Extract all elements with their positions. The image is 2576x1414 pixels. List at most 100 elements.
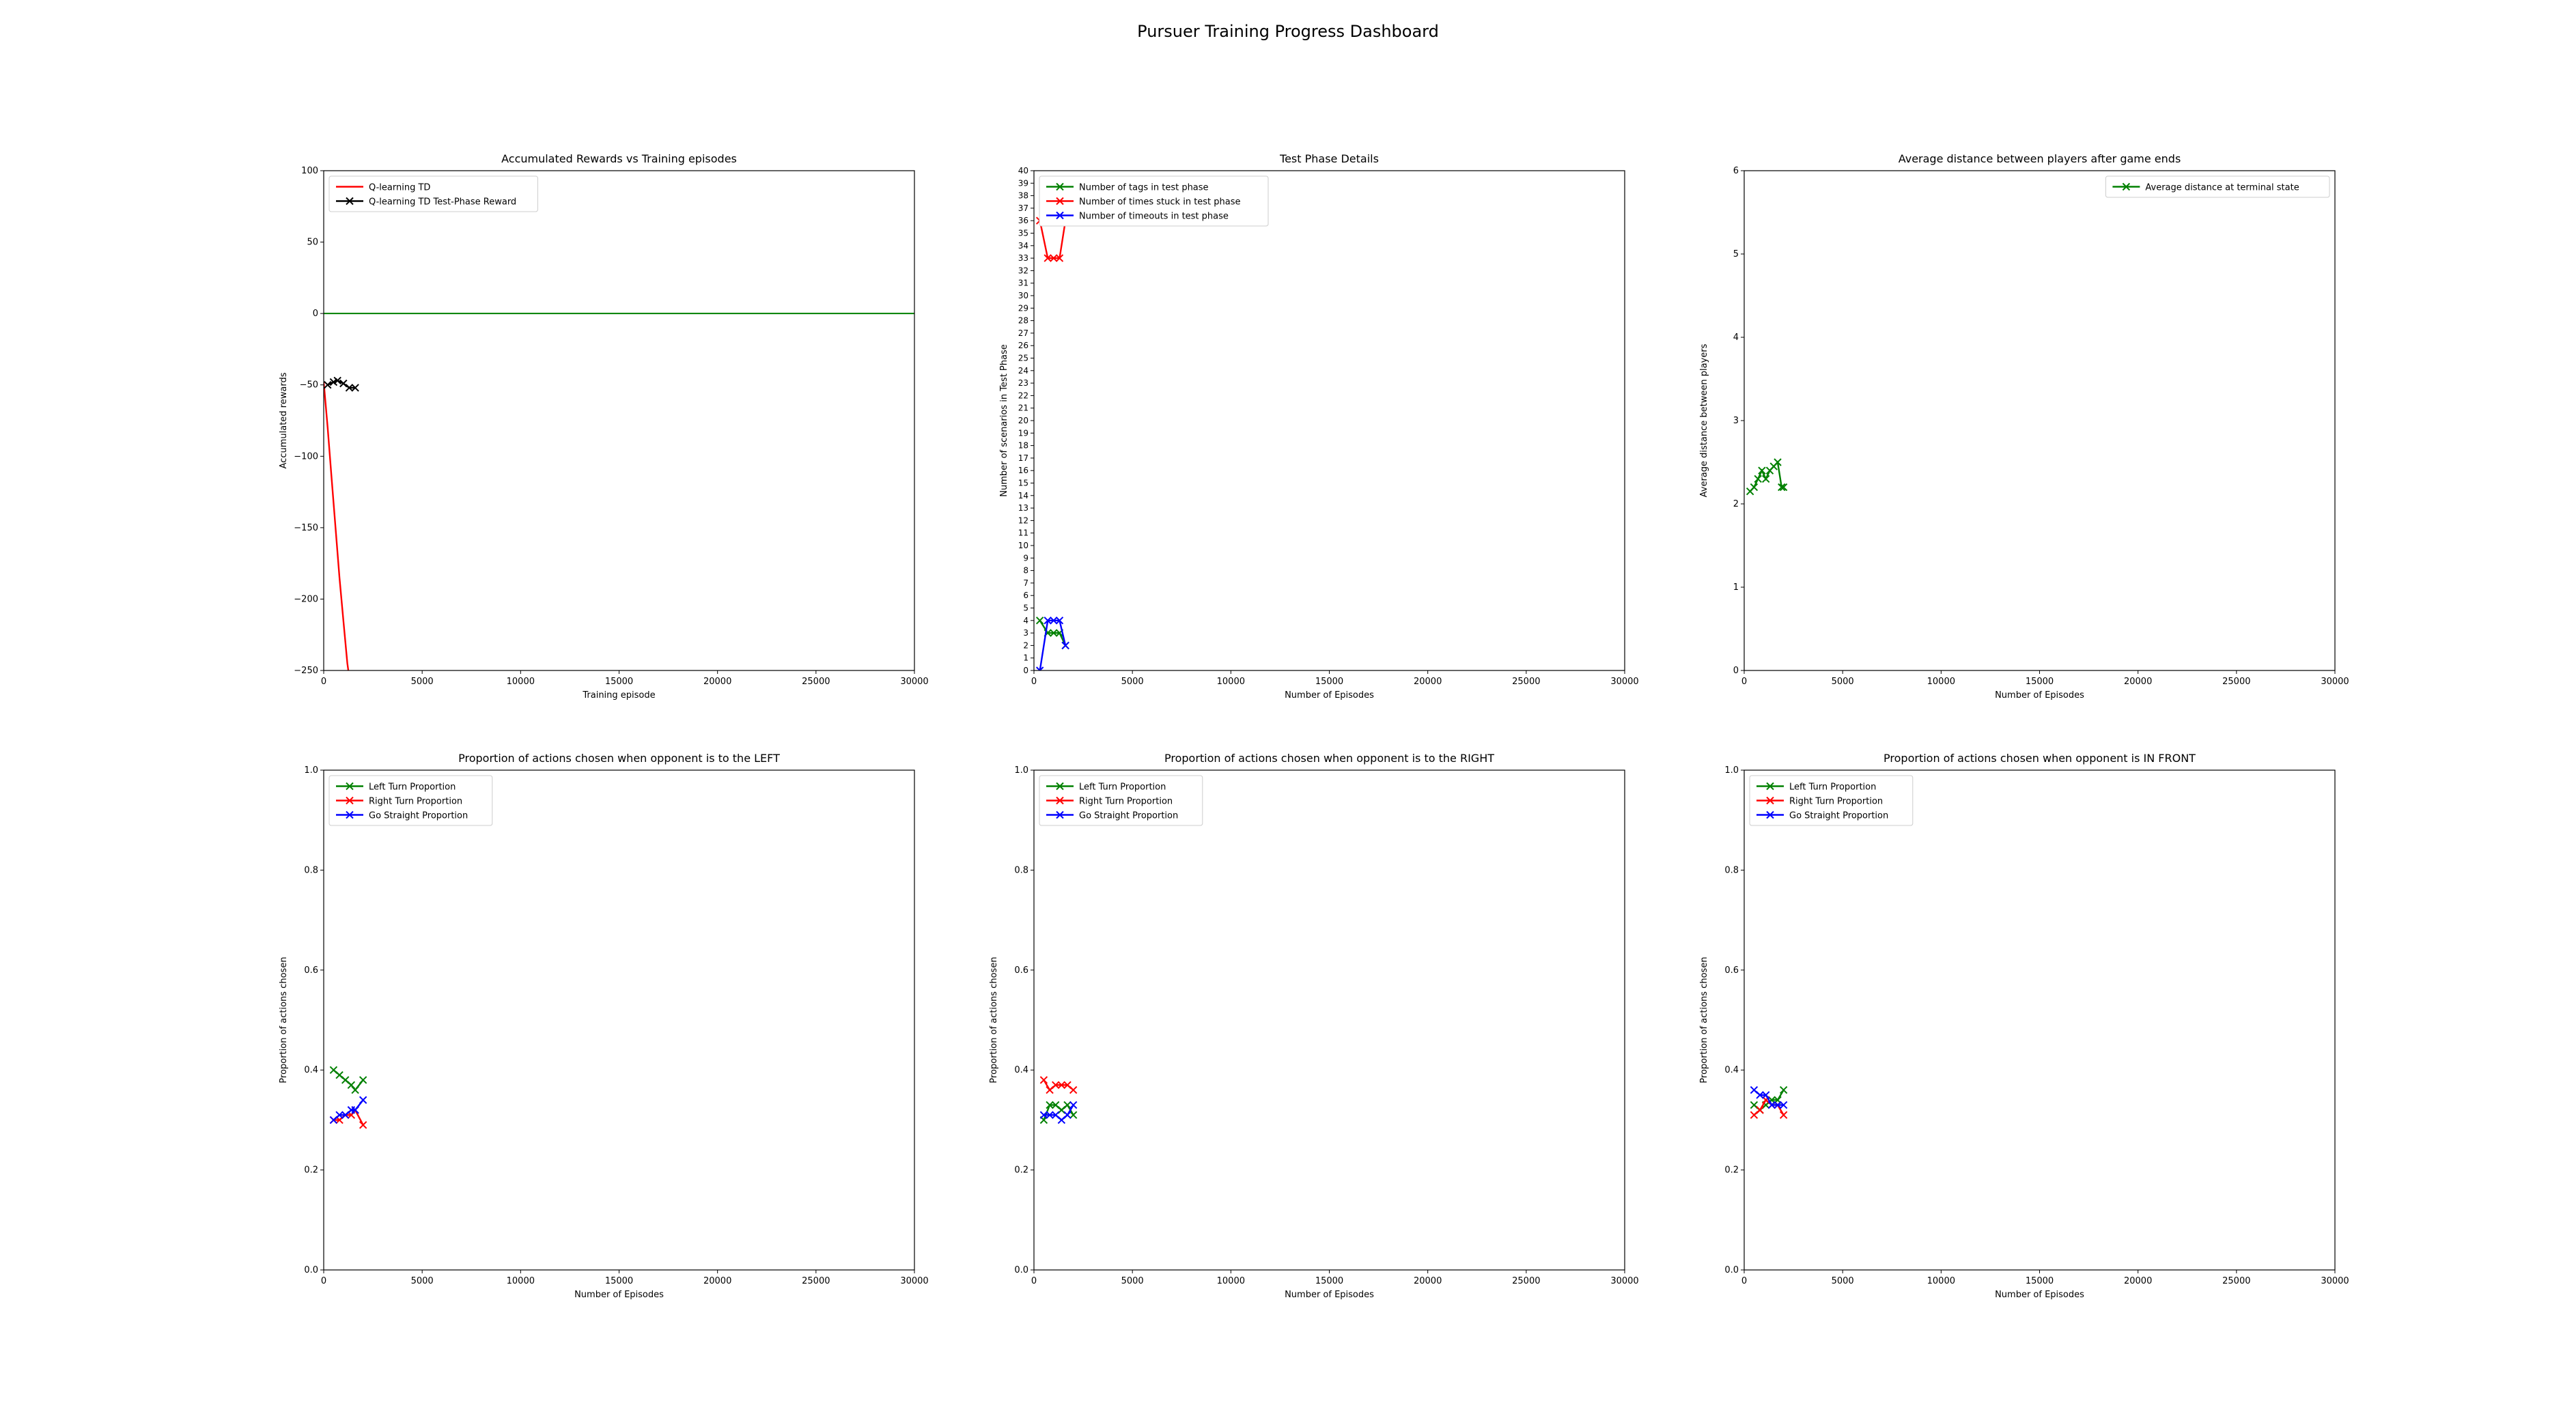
data-point: [359, 1096, 367, 1104]
legend-marker: [1056, 197, 1064, 206]
x-tick-label: 20000: [703, 1276, 731, 1286]
y-tick-label: 5: [1023, 604, 1028, 613]
plot-area: Accumulated Rewards vs Training episodes…: [279, 152, 929, 701]
x-tick-label: 30000: [900, 1276, 928, 1286]
y-tick-label: 6: [1023, 591, 1028, 600]
data-layer: [1039, 1076, 1078, 1125]
data-point: [1762, 475, 1770, 483]
y-tick-label: 0.2: [1014, 1165, 1028, 1176]
x-tick-label: 10000: [1927, 1276, 1955, 1286]
y-tick-label: 22: [1018, 391, 1028, 400]
x-axis-label: Number of Episodes: [1285, 690, 1374, 701]
y-tick-label: 33: [1018, 253, 1028, 263]
x-tick-label: 20000: [703, 677, 731, 687]
y-tick-label: 1.0: [304, 765, 318, 776]
y-tick-label: 1.0: [1014, 765, 1028, 776]
data-point: [324, 381, 332, 389]
data-point: [1046, 1111, 1054, 1119]
legend-marker: [1056, 796, 1064, 805]
y-tick-label: 0: [1733, 666, 1739, 676]
plot-area: Proportion of actions chosen when oppone…: [279, 752, 929, 1300]
legend-marker: [346, 197, 354, 206]
axes-frame: [1744, 769, 2336, 1271]
data-point: [335, 1111, 344, 1119]
legend-label: Q-learning TD: [369, 183, 430, 193]
data-layer: [329, 1066, 367, 1129]
y-tick-label: −50: [300, 380, 318, 391]
data-point: [1063, 1111, 1072, 1119]
chart-title: Accumulated Rewards vs Training episodes: [501, 152, 737, 165]
y-tick-label: 13: [1018, 503, 1028, 513]
x-tick-label: 5000: [1121, 1276, 1144, 1286]
legend: Left Turn Proportion Right Turn Proportio…: [1039, 775, 1203, 826]
y-tick-label: 7: [1023, 578, 1028, 588]
axes-frame: [323, 170, 915, 671]
data-point: [1767, 1101, 1776, 1109]
y-tick-label: 50: [307, 238, 318, 248]
y-tick-label: 0.0: [304, 1265, 318, 1275]
data-point: [1039, 1111, 1048, 1119]
data-layer: [1035, 216, 1069, 670]
legend-marker: [1766, 782, 1774, 791]
y-tick-label: 0.2: [1724, 1165, 1739, 1176]
x-tick-label: 15000: [2026, 677, 2054, 687]
data-point: [1050, 254, 1058, 262]
legend-label: Right Turn Proportion: [1079, 797, 1173, 807]
x-tick-label: 0: [1741, 677, 1747, 687]
x-tick-label: 5000: [1832, 1276, 1854, 1286]
y-tick-label: 10: [1018, 541, 1028, 550]
chart-title: Test Phase Details: [1279, 152, 1379, 165]
y-tick-label: 18: [1018, 441, 1028, 451]
legend: Left Turn Proportion Right Turn Proportio…: [328, 775, 493, 826]
axes-frame: [1744, 170, 2336, 671]
y-tick-label: 30: [1018, 291, 1028, 300]
y-tick-label: 0.4: [1724, 1065, 1739, 1075]
data-point: [1055, 617, 1064, 625]
chart-title: Average distance between players after g…: [1899, 152, 2181, 165]
x-tick-label: 20000: [2124, 677, 2152, 687]
rewards-chart: Accumulated Rewards vs Training episodes…: [279, 152, 929, 701]
x-tick-label: 20000: [2124, 1276, 2152, 1286]
y-tick-label: 24: [1018, 366, 1028, 376]
x-tick-label: 20000: [1414, 1276, 1442, 1286]
x-tick-label: 0: [1031, 677, 1037, 687]
legend: Left Turn Proportion Right Turn Proportio…: [1749, 775, 1914, 826]
data-point: [1779, 483, 1788, 492]
y-tick-label: −250: [294, 666, 318, 676]
y-tick-label: 0.8: [1724, 865, 1739, 875]
y-tick-label: 16: [1018, 466, 1028, 475]
y-tick-label: 32: [1018, 266, 1028, 275]
x-tick-label: 30000: [900, 677, 928, 687]
plot-area: Average distance between players after g…: [1699, 152, 2349, 701]
legend-marker: [1056, 182, 1064, 191]
data-point: [1758, 466, 1766, 475]
data-point: [351, 1086, 359, 1094]
y-tick-label: 39: [1018, 178, 1028, 188]
data-point: [339, 379, 348, 388]
x-tick-label: 30000: [2321, 1276, 2349, 1286]
y-tick-label: 28: [1018, 316, 1028, 326]
y-axis-label: Number of scenarios in Test Phase: [999, 344, 1009, 497]
legend-marker: [1056, 211, 1064, 220]
y-tick-label: −200: [294, 594, 318, 604]
y-tick-label: 0.8: [1014, 865, 1028, 875]
plot-area: Proportion of actions chosen when oppone…: [1699, 752, 2349, 1300]
legend-marker: [1766, 796, 1774, 805]
legend-label: Right Turn Proportion: [1789, 797, 1883, 807]
y-tick-label: 0.6: [1014, 965, 1028, 976]
data-point: [1762, 1091, 1770, 1099]
data-point: [1035, 666, 1044, 670]
data-point: [1052, 1081, 1060, 1089]
data-point: [1779, 1111, 1788, 1119]
data-point: [1039, 1076, 1048, 1084]
y-tick-label: 1: [1733, 582, 1739, 593]
x-axis-label: Number of Episodes: [1995, 1290, 2084, 1300]
y-tick-label: 40: [1018, 166, 1028, 175]
x-tick-label: 25000: [802, 1276, 830, 1286]
data-point: [1044, 254, 1052, 262]
legend-label: Left Turn Proportion: [369, 782, 456, 793]
y-tick-label: 35: [1018, 229, 1028, 238]
y-tick-label: 0.6: [304, 965, 318, 976]
data-point: [1750, 483, 1759, 492]
data-point: [1057, 1081, 1066, 1089]
